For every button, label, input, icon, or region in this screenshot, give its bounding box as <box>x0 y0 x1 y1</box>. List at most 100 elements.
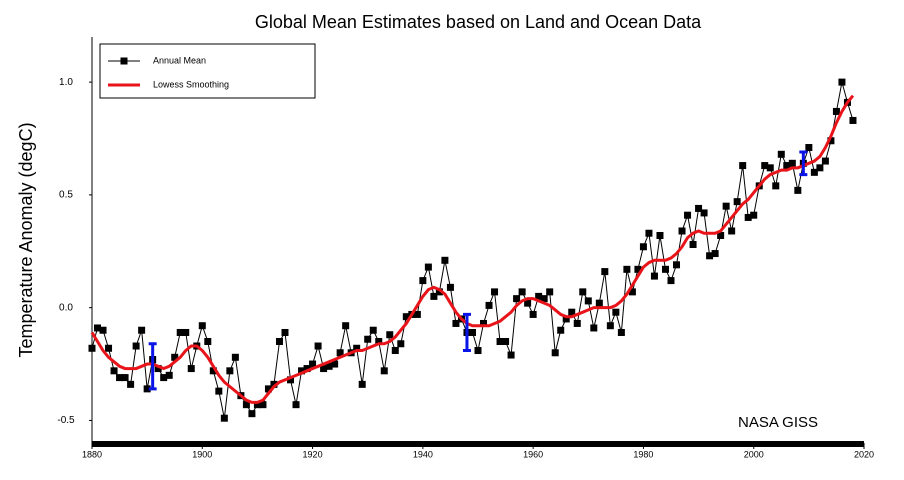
marker <box>309 360 317 368</box>
marker <box>717 231 725 239</box>
marker <box>160 374 168 382</box>
marker <box>171 353 179 361</box>
marker <box>281 328 289 336</box>
marker <box>766 164 774 172</box>
marker <box>507 351 515 359</box>
marker <box>832 107 840 115</box>
marker <box>424 263 432 271</box>
marker <box>761 162 769 170</box>
marker <box>711 250 719 258</box>
marker <box>700 209 708 217</box>
marker <box>606 322 614 330</box>
marker <box>656 231 664 239</box>
marker <box>441 256 449 264</box>
annotation: NASA GISS <box>738 414 818 431</box>
error-bar <box>462 312 471 353</box>
marker <box>325 362 333 370</box>
marker <box>788 159 796 167</box>
marker <box>419 277 427 285</box>
marker <box>121 374 129 382</box>
marker <box>706 252 714 260</box>
error-bar <box>799 150 808 177</box>
marker <box>661 265 669 273</box>
marker <box>617 328 625 336</box>
marker <box>369 326 377 334</box>
marker <box>220 414 228 422</box>
x-tick-label: 1940 <box>413 449 433 459</box>
y-tick-label: 0.5 <box>59 190 73 201</box>
marker <box>623 265 631 273</box>
marker <box>176 328 184 336</box>
marker <box>391 347 399 355</box>
marker <box>524 299 532 307</box>
marker <box>612 308 620 316</box>
marker <box>364 335 372 343</box>
marker <box>105 344 113 352</box>
marker <box>650 272 658 280</box>
x-tick-label: 1880 <box>82 449 102 459</box>
marker <box>320 365 328 373</box>
marker <box>88 344 96 352</box>
marker <box>298 367 306 375</box>
marker <box>353 344 361 352</box>
marker <box>728 227 736 235</box>
marker <box>816 164 824 172</box>
annual-line <box>91 81 854 419</box>
marker <box>540 295 548 303</box>
marker <box>314 342 322 350</box>
marker <box>639 243 647 251</box>
legend-label: Lowess Smoothing <box>153 79 229 89</box>
x-tick-label: 1980 <box>633 449 653 459</box>
marker <box>270 380 278 388</box>
legend-box <box>99 43 316 99</box>
marker <box>579 288 587 296</box>
marker <box>165 371 173 379</box>
marker <box>468 328 476 336</box>
marker <box>513 295 521 303</box>
marker <box>182 328 190 336</box>
marker <box>821 157 829 165</box>
marker <box>127 380 135 388</box>
marker <box>849 116 857 124</box>
marker <box>794 186 802 194</box>
marker <box>342 322 350 330</box>
marker <box>452 319 460 327</box>
marker <box>446 283 454 291</box>
x-tick-label: 2000 <box>744 449 764 459</box>
marker <box>242 401 250 409</box>
x-tick-label: 1960 <box>523 449 543 459</box>
marker <box>480 319 488 327</box>
marker <box>673 261 681 269</box>
marker <box>380 367 388 375</box>
marker <box>689 241 697 249</box>
marker <box>684 211 692 219</box>
y-axis-label: Temperature Anomaly (degC) <box>16 122 36 357</box>
marker <box>645 229 653 237</box>
marker <box>259 401 267 409</box>
marker <box>264 385 272 393</box>
marker <box>430 292 438 300</box>
marker <box>474 347 482 355</box>
error-bar <box>148 342 157 391</box>
marker <box>204 338 212 345</box>
marker <box>275 338 283 345</box>
y-tick-label: 1.0 <box>59 77 73 88</box>
legend-label: Annual Mean <box>153 55 206 65</box>
marker <box>143 385 151 393</box>
marker <box>198 322 206 330</box>
marker <box>496 338 504 345</box>
marker <box>154 365 162 373</box>
marker <box>601 268 609 276</box>
marker <box>209 367 217 375</box>
marker <box>535 292 543 300</box>
marker <box>595 299 603 307</box>
marker <box>187 365 195 373</box>
marker <box>287 376 295 384</box>
marker <box>215 387 223 395</box>
marker <box>722 202 730 210</box>
marker <box>838 78 846 86</box>
marker <box>772 182 780 190</box>
marker <box>777 150 785 158</box>
marker <box>413 310 421 318</box>
